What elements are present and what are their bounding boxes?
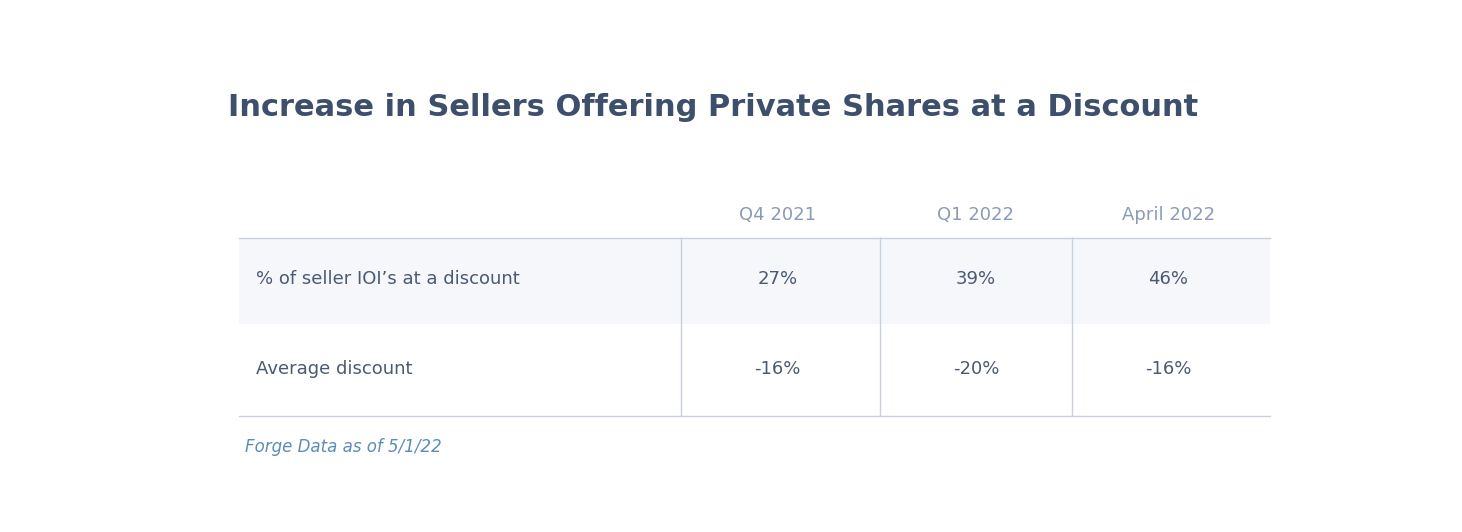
- Text: -20%: -20%: [953, 360, 999, 378]
- Text: Average discount: Average discount: [256, 360, 412, 378]
- Text: 39%: 39%: [956, 270, 996, 288]
- Text: Q4 2021: Q4 2021: [740, 206, 816, 225]
- Text: Forge Data as of 5/1/22: Forge Data as of 5/1/22: [246, 438, 442, 456]
- Text: 27%: 27%: [757, 270, 798, 288]
- Text: % of seller IOI’s at a discount: % of seller IOI’s at a discount: [256, 270, 520, 288]
- Text: -16%: -16%: [1145, 360, 1192, 378]
- FancyBboxPatch shape: [240, 238, 1270, 324]
- Text: 46%: 46%: [1149, 270, 1189, 288]
- Text: Q1 2022: Q1 2022: [937, 206, 1015, 225]
- Text: -16%: -16%: [754, 360, 801, 378]
- Text: Increase in Sellers Offering Private Shares at a Discount: Increase in Sellers Offering Private Sha…: [228, 93, 1199, 121]
- Text: April 2022: April 2022: [1121, 206, 1215, 225]
